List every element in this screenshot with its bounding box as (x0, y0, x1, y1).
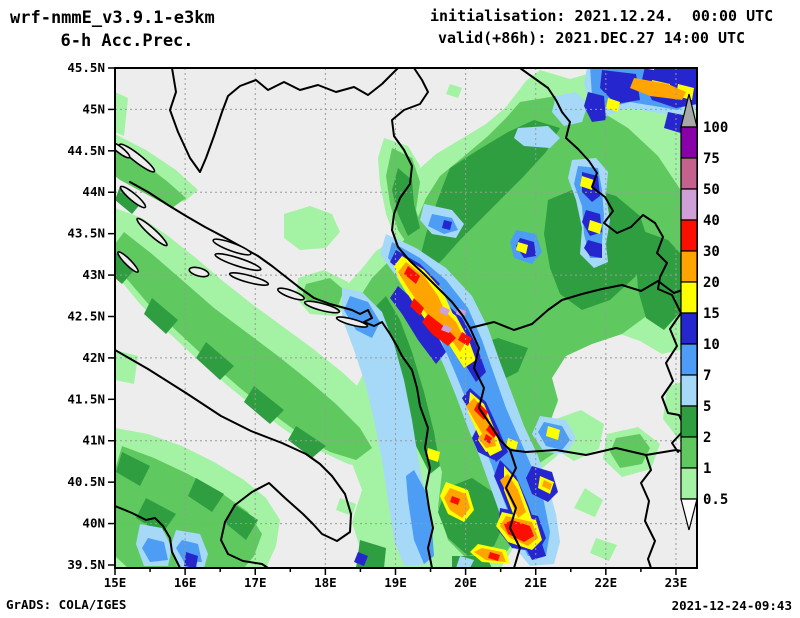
lon-tick-label: 16E (174, 575, 197, 590)
colorbar-segment (680, 188, 698, 221)
lat-tick-label: 42N (82, 350, 105, 365)
border-drina (391, 68, 511, 451)
colorbar-label: 100 (703, 120, 728, 136)
lon-tick-label: 20E (454, 575, 477, 590)
colorbar-segment (680, 467, 698, 500)
coastline-istria-north (169, 68, 399, 173)
coastline-dalmatia-albania (129, 181, 434, 568)
axis-layer: 45.5N 45N 44.5N 44N 43.5N 43N 42.5N 42N 41.5N 41N… (67, 60, 687, 590)
border-albania-macedonia (505, 449, 521, 568)
grads-credit: GrADS: COLA/IGES (6, 597, 126, 612)
lat-tick-label: 44.5N (67, 143, 105, 158)
colorbar-label: 15 (703, 306, 720, 322)
lat-tick-label: 39.5N (67, 557, 105, 572)
colorbar-segment (680, 219, 698, 252)
colorbar-segment (680, 250, 698, 283)
colorbar-segment (680, 281, 698, 314)
valid-time-label: valid(+86h): 2021.DEC.27 14:00 UTC (438, 29, 745, 47)
colorbar-underflow-triangle (680, 498, 698, 531)
colorbar-label: 30 (703, 244, 720, 260)
colorbar-segment (680, 312, 698, 345)
colorbar-segment (680, 374, 698, 407)
lon-tick-label: 18E (314, 575, 337, 590)
border-east-west (469, 280, 697, 331)
colorbar-label: 40 (703, 213, 720, 229)
lat-tick-label: 43N (82, 267, 105, 282)
border-serbia-east (519, 68, 686, 453)
colorbar-label: 10 (703, 337, 720, 353)
colorbar-segment (680, 157, 698, 190)
lon-tick-label: 19E (384, 575, 407, 590)
lon-tick-label: 21E (524, 575, 547, 590)
precipitation-layer (115, 68, 697, 568)
lat-tick-label: 41.5N (67, 391, 105, 406)
colorbar-label: 7 (703, 368, 711, 384)
init-time-label: initialisation: 2021.12.24. 00:00 UTC (430, 7, 773, 25)
lat-tick-label: 42.5N (67, 308, 105, 323)
colorbar-segment (680, 126, 698, 159)
colorbar-label: 0.5 (703, 492, 728, 508)
colorbar-segment (680, 343, 698, 376)
creation-timestamp: 2021-12-24-09:43 (672, 598, 792, 613)
model-title: wrf-nmmE_v3.9.1-e3km (10, 8, 215, 28)
colorbar-segment (680, 405, 698, 438)
lon-tick-label: 23E (665, 575, 688, 590)
lat-tick-label: 45.5N (67, 60, 105, 75)
lon-tick-label: 17E (244, 575, 267, 590)
colorbar-label: 5 (703, 399, 711, 415)
lat-tick-label: 40.5N (67, 474, 105, 489)
lat-tick-label: 43.5N (67, 226, 105, 241)
colorbar-label: 50 (703, 182, 720, 198)
colorbar-label: 2 (703, 430, 711, 446)
adriatic-islands (115, 141, 369, 328)
lon-tick-label: 15E (104, 575, 127, 590)
product-title: 6-h Acc.Prec. (60, 31, 193, 51)
colorbar-label: 1 (703, 461, 711, 477)
colorbar-label: 20 (703, 275, 720, 291)
colorbar-label: 75 (703, 151, 720, 167)
lon-tick-label: 22E (595, 575, 618, 590)
coastline-layer (115, 68, 697, 568)
colorbar-segment (680, 436, 698, 469)
border-southeast (640, 454, 656, 568)
lat-tick-label: 45N (82, 101, 105, 116)
lat-tick-label: 41N (82, 433, 105, 448)
lat-tick-label: 44N (82, 184, 105, 199)
coastline-italy (115, 349, 352, 568)
lat-tick-label: 40N (82, 516, 105, 531)
coastline-calabria (115, 505, 181, 568)
